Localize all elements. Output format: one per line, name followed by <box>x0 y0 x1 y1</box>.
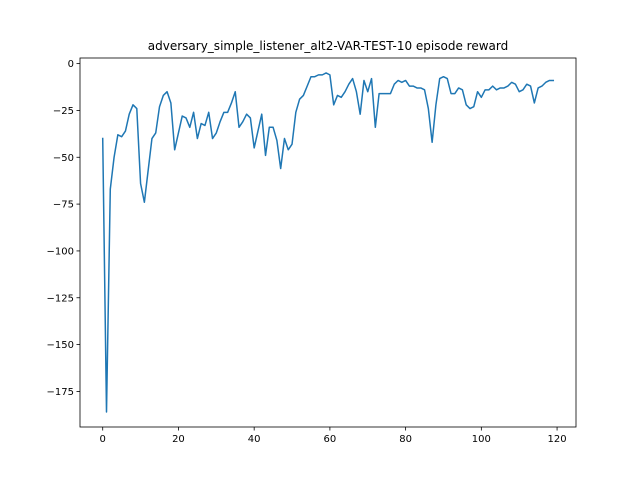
x-tick-label: 20 <box>172 434 185 445</box>
y-tick-label: −50 <box>53 153 74 164</box>
x-tick-label: 100 <box>472 434 491 445</box>
axes-frame <box>79 57 577 428</box>
y-tick-label: 0 <box>68 59 74 70</box>
x-tick-label: 80 <box>399 434 412 445</box>
y-tick-label: −75 <box>53 200 74 211</box>
chart-title: adversary_simple_listener_alt2-VAR-TEST-… <box>148 39 508 53</box>
x-tick-label: 0 <box>100 434 106 445</box>
y-tick-label: −125 <box>47 293 74 304</box>
y-tick-label: −25 <box>53 106 74 117</box>
y-tick-label: −150 <box>47 340 74 351</box>
axes: 0 20 40 60 80 100 120 0 −25 −50 −75 −100 −125 −150 −17… <box>47 57 577 445</box>
y-tick-label: −175 <box>47 387 74 398</box>
x-tick-label: 40 <box>248 434 261 445</box>
x-tick-label: 120 <box>548 434 567 445</box>
y-tick-label: −100 <box>47 246 74 257</box>
x-tick-label: 60 <box>324 434 337 445</box>
series-line-0 <box>101 72 555 413</box>
plot-area <box>101 72 555 413</box>
